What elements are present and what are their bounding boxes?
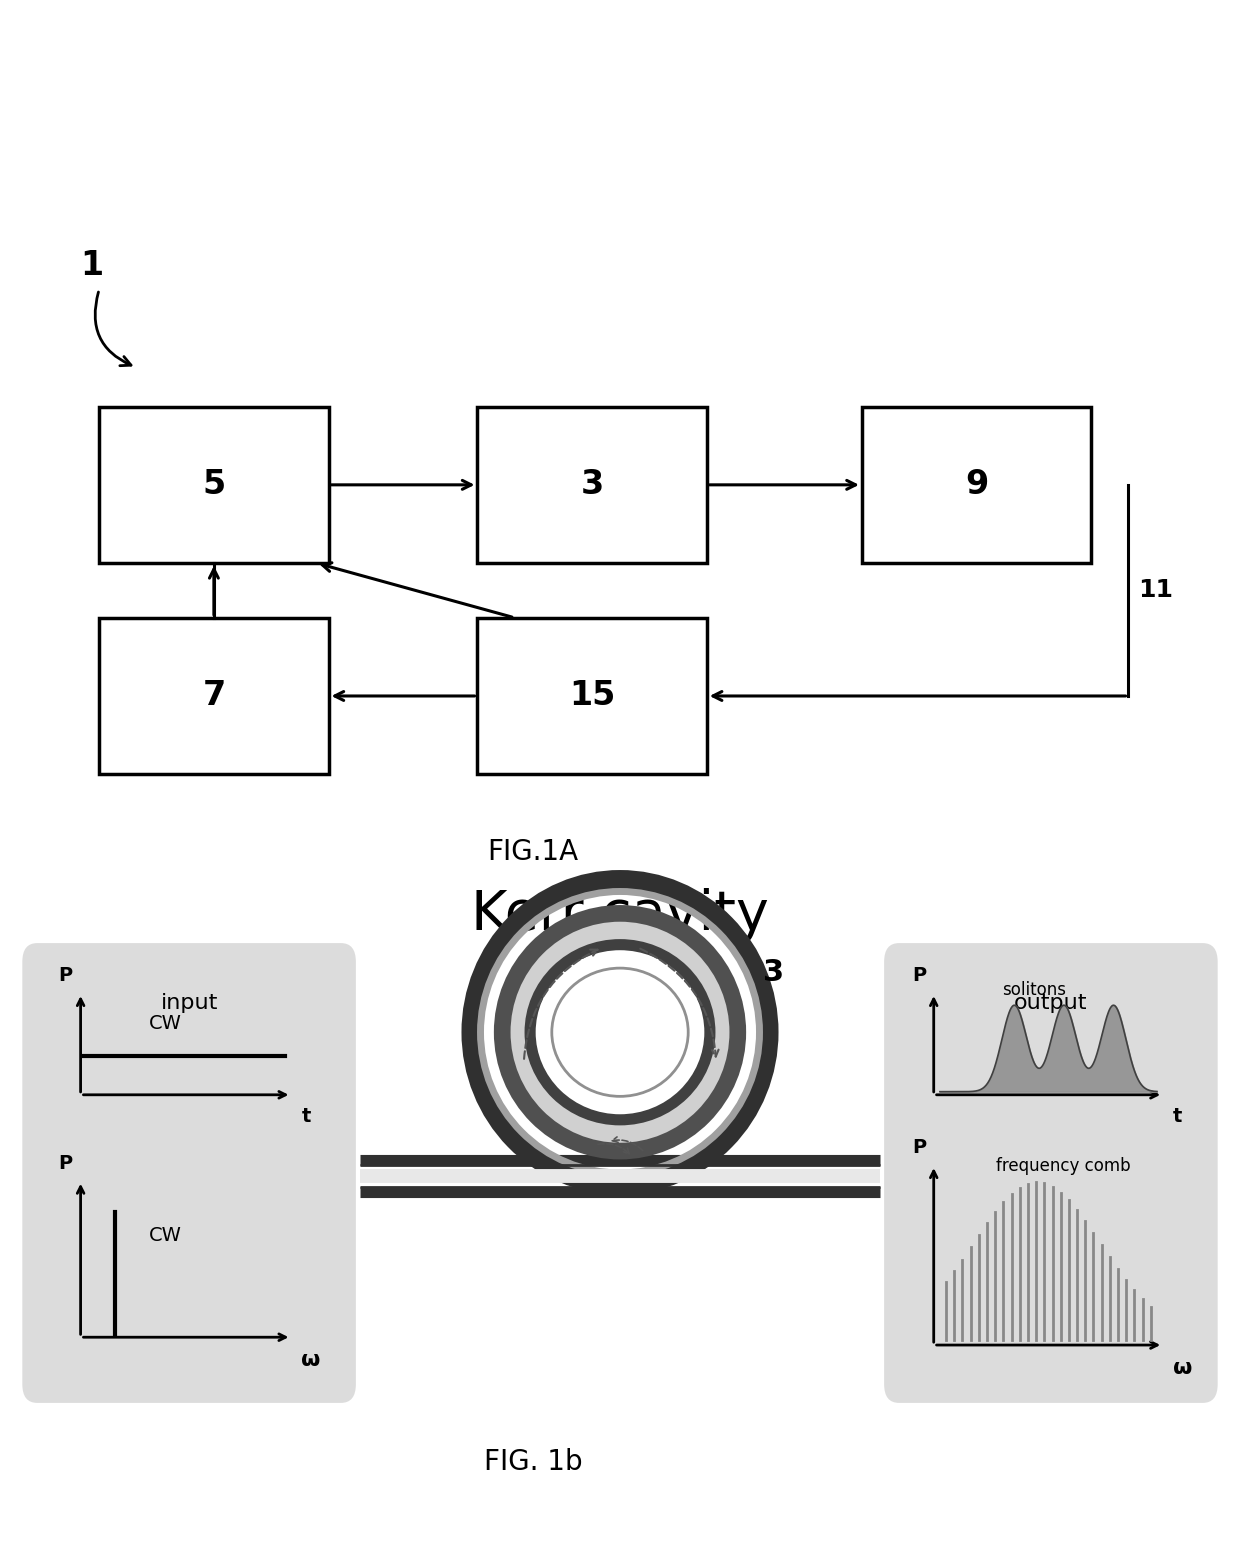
- Text: CW: CW: [149, 1226, 182, 1245]
- Ellipse shape: [518, 931, 722, 1134]
- Text: P: P: [911, 1139, 926, 1157]
- FancyArrowPatch shape: [640, 949, 718, 1057]
- FancyBboxPatch shape: [862, 407, 1091, 563]
- Text: P: P: [58, 1154, 73, 1173]
- Text: 5: 5: [202, 468, 226, 502]
- FancyArrowPatch shape: [95, 292, 131, 366]
- Text: t: t: [1173, 1107, 1183, 1126]
- Text: t: t: [301, 1107, 311, 1126]
- FancyBboxPatch shape: [22, 943, 356, 1403]
- Text: 11: 11: [1138, 579, 1173, 602]
- FancyBboxPatch shape: [477, 407, 707, 563]
- Ellipse shape: [552, 968, 688, 1096]
- Text: 9: 9: [965, 468, 988, 502]
- Text: P: P: [58, 967, 73, 985]
- Text: 3: 3: [580, 468, 604, 502]
- Text: frequency comb: frequency comb: [996, 1157, 1131, 1176]
- FancyBboxPatch shape: [99, 407, 329, 563]
- Text: ω: ω: [1173, 1358, 1193, 1378]
- FancyArrowPatch shape: [613, 1137, 642, 1151]
- Ellipse shape: [502, 913, 738, 1151]
- FancyBboxPatch shape: [477, 618, 707, 774]
- FancyArrowPatch shape: [598, 1143, 629, 1154]
- Text: FIG. 1b: FIG. 1b: [484, 1448, 583, 1476]
- Text: CW: CW: [149, 1013, 182, 1034]
- FancyBboxPatch shape: [99, 618, 329, 774]
- Text: output: output: [1014, 993, 1087, 1013]
- Text: ω: ω: [301, 1350, 321, 1370]
- Ellipse shape: [531, 945, 709, 1120]
- Text: 3: 3: [763, 959, 784, 987]
- Text: Kerr cavity: Kerr cavity: [471, 888, 769, 942]
- Text: 15: 15: [569, 679, 615, 713]
- Text: FIG.1A: FIG.1A: [487, 838, 579, 866]
- Text: P: P: [911, 967, 926, 985]
- Text: 1: 1: [81, 249, 104, 282]
- Text: 7: 7: [202, 679, 226, 713]
- FancyArrowPatch shape: [525, 949, 598, 1059]
- Text: solitons: solitons: [1002, 981, 1066, 999]
- FancyBboxPatch shape: [884, 943, 1218, 1403]
- Text: input: input: [160, 993, 218, 1013]
